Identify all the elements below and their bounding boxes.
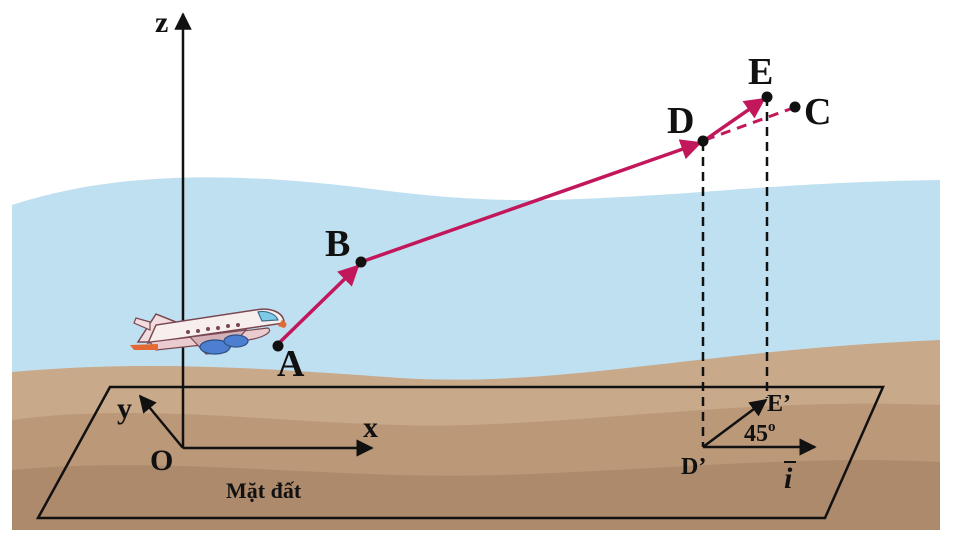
label-B: B [325,223,350,265]
point-E [761,91,773,103]
label-D: D [667,100,694,142]
label-angle: 45o [744,419,776,447]
label-E: E [748,51,773,93]
land-layer-front [12,460,940,530]
airplane-icon [130,308,287,355]
label-A: A [277,343,305,385]
label-x: x [363,411,378,444]
point-B [355,256,367,268]
label-y: y [117,392,132,425]
ground-plane [35,385,885,520]
point-D [697,135,709,147]
label-E-prime: E’ [767,391,791,417]
segment-D-C-dashed [704,106,794,142]
segment-D-E [704,97,766,142]
segment-A-B [276,264,360,346]
label-z: z [155,6,168,39]
segment-B-D [360,139,702,264]
label-D-prime: D’ [681,454,706,480]
label-i: i [784,462,793,495]
label-C: C [804,91,831,133]
point-A [272,340,284,352]
angle-unit: o [768,419,776,435]
label-ground: Mặt đất [226,478,302,503]
y-axis [138,394,184,449]
angle-value: 45 [744,421,768,447]
point-C [789,101,801,113]
vector-D-prime-E-prime [702,398,768,449]
label-O: O [150,444,173,477]
